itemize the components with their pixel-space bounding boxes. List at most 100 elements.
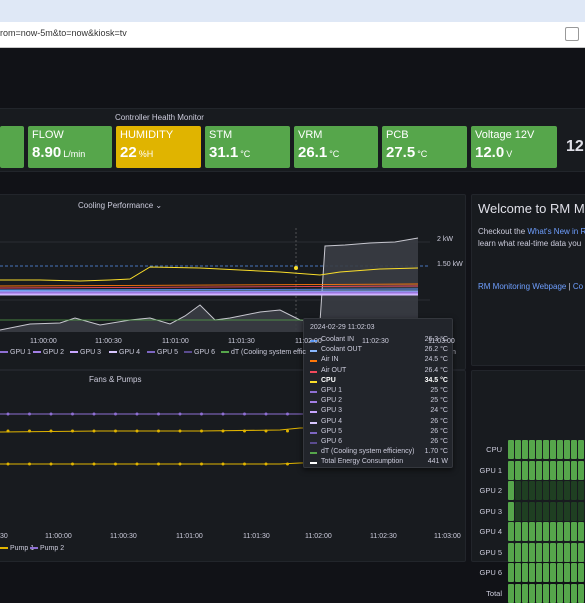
heatmap-cell[interactable] xyxy=(508,563,514,582)
heatmap-cell[interactable] xyxy=(564,460,570,480)
heatmap-cell[interactable] xyxy=(529,481,535,500)
heatmap-cell[interactable] xyxy=(557,460,563,480)
heatmap-cell[interactable] xyxy=(536,563,542,582)
heatmap-cell[interactable] xyxy=(543,583,549,603)
heatmap-cell[interactable] xyxy=(522,583,528,603)
heatmap-cell[interactable] xyxy=(578,440,584,459)
heatmap-cell[interactable] xyxy=(571,440,577,459)
heatmap-cell[interactable] xyxy=(571,522,577,541)
heatmap-cell[interactable] xyxy=(557,583,563,603)
cooling-legend-item[interactable]: GPU 3 xyxy=(70,349,101,356)
heatmap-cell[interactable] xyxy=(529,460,535,480)
heatmap-cell[interactable] xyxy=(571,563,577,582)
heatmap-cell[interactable] xyxy=(550,501,556,521)
heatmap-cell[interactable] xyxy=(543,542,549,562)
heatmap-cell[interactable] xyxy=(536,460,542,480)
heatmap-cell[interactable] xyxy=(543,481,549,500)
heatmap-cell[interactable] xyxy=(578,563,584,582)
heatmap-cell[interactable] xyxy=(543,522,549,541)
heatmap-cell[interactable] xyxy=(522,481,528,500)
heatmap-cell[interactable] xyxy=(529,440,535,459)
heatmap-cell[interactable] xyxy=(578,583,584,603)
heatmap-cell[interactable] xyxy=(543,440,549,459)
heatmap-cell[interactable] xyxy=(550,460,556,480)
heatmap-cell[interactable] xyxy=(564,522,570,541)
whats-new-link[interactable]: What's New in R xyxy=(527,227,585,236)
heatmap-cell[interactable] xyxy=(508,501,514,521)
heatmap-cell[interactable] xyxy=(550,583,556,603)
heatmap-cell[interactable] xyxy=(543,563,549,582)
heatmap-cell[interactable] xyxy=(529,522,535,541)
heatmap-cell[interactable] xyxy=(550,542,556,562)
heatmap-cell[interactable] xyxy=(550,481,556,500)
heatmap-cell[interactable] xyxy=(508,522,514,541)
fans-legend-item[interactable]: Pump 2 xyxy=(30,545,64,552)
heatmap-cell[interactable] xyxy=(578,460,584,480)
heatmap-cell[interactable] xyxy=(536,481,542,500)
heatmap-cell[interactable] xyxy=(522,501,528,521)
extension-icon[interactable] xyxy=(565,27,579,41)
heatmap-cell[interactable] xyxy=(564,481,570,500)
heatmap-cell[interactable] xyxy=(536,440,542,459)
heatmap-cell[interactable] xyxy=(557,481,563,500)
heatmap-cell[interactable] xyxy=(522,522,528,541)
heatmap-cell[interactable] xyxy=(508,481,514,500)
cooling-legend-item[interactable]: GPU 5 xyxy=(147,349,178,356)
cooling-legend-item[interactable]: GPU 1 xyxy=(0,349,31,356)
heatmap-cell[interactable] xyxy=(578,501,584,521)
heatmap-cell[interactable] xyxy=(522,542,528,562)
heatmap-cell[interactable] xyxy=(550,440,556,459)
heatmap-cell[interactable] xyxy=(515,501,521,521)
chevron-down-icon[interactable]: ⌄ xyxy=(155,201,163,210)
heatmap-cell[interactable] xyxy=(508,440,514,459)
heatmap-cell[interactable] xyxy=(522,563,528,582)
heatmap-cell[interactable] xyxy=(557,501,563,521)
heatmap-cell[interactable] xyxy=(529,501,535,521)
heatmap-cell[interactable] xyxy=(529,583,535,603)
heatmap-cell[interactable] xyxy=(508,460,514,480)
heatmap-cell[interactable] xyxy=(515,460,521,480)
heatmap-cell[interactable] xyxy=(571,583,577,603)
heatmap-cell[interactable] xyxy=(543,501,549,521)
heatmap-cell[interactable] xyxy=(515,563,521,582)
co-link[interactable]: Co xyxy=(572,282,584,291)
heatmap-cell[interactable] xyxy=(536,501,542,521)
cooling-legend-item[interactable]: GPU 2 xyxy=(33,349,64,356)
heatmap-cell[interactable] xyxy=(515,440,521,459)
heatmap-cell[interactable] xyxy=(515,481,521,500)
cooling-performance-title[interactable]: Cooling Performance ⌄ xyxy=(78,201,163,210)
heatmap-cell[interactable] xyxy=(571,460,577,480)
address-url[interactable]: rom=now-5m&to=now&kiosk=tv xyxy=(0,28,127,38)
heatmap-cell[interactable] xyxy=(578,522,584,541)
heatmap-cell[interactable] xyxy=(578,481,584,500)
heatmap-cell[interactable] xyxy=(522,460,528,480)
cooling-legend-item[interactable]: GPU 6 xyxy=(184,349,215,356)
heatmap-cell[interactable] xyxy=(529,563,535,582)
heatmap-cell[interactable] xyxy=(578,542,584,562)
heatmap-cell[interactable] xyxy=(550,522,556,541)
heatmap-cell[interactable] xyxy=(529,542,535,562)
cooling-legend-item[interactable]: GPU 4 xyxy=(109,349,140,356)
cooling-legend-item[interactable]: dT (Cooling system effic xyxy=(221,349,306,356)
heatmap-cell[interactable] xyxy=(550,563,556,582)
heatmap-cell[interactable] xyxy=(564,440,570,459)
address-bar[interactable]: rom=now-5m&to=now&kiosk=tv xyxy=(0,22,585,48)
heatmap-cell[interactable] xyxy=(564,501,570,521)
heatmap-cell[interactable] xyxy=(557,542,563,562)
fans-legend-item[interactable]: Pump 1 xyxy=(0,545,34,552)
heatmap-cell[interactable] xyxy=(564,583,570,603)
heatmap-cell[interactable] xyxy=(571,501,577,521)
heatmap-cell[interactable] xyxy=(515,583,521,603)
heatmap-cell[interactable] xyxy=(571,481,577,500)
heatmap-cell[interactable] xyxy=(564,542,570,562)
heatmap-cell[interactable] xyxy=(564,563,570,582)
heatmap-cell[interactable] xyxy=(543,460,549,480)
heatmap-cell[interactable] xyxy=(557,440,563,459)
heatmap-cell[interactable] xyxy=(557,563,563,582)
heatmap-cell[interactable] xyxy=(515,542,521,562)
heatmap-cell[interactable] xyxy=(508,583,514,603)
rm-monitoring-webpage-link[interactable]: RM Monitoring Webpage xyxy=(478,282,567,291)
heatmap-cell[interactable] xyxy=(536,522,542,541)
heatmap-cell[interactable] xyxy=(515,522,521,541)
heatmap-cell[interactable] xyxy=(508,542,514,562)
